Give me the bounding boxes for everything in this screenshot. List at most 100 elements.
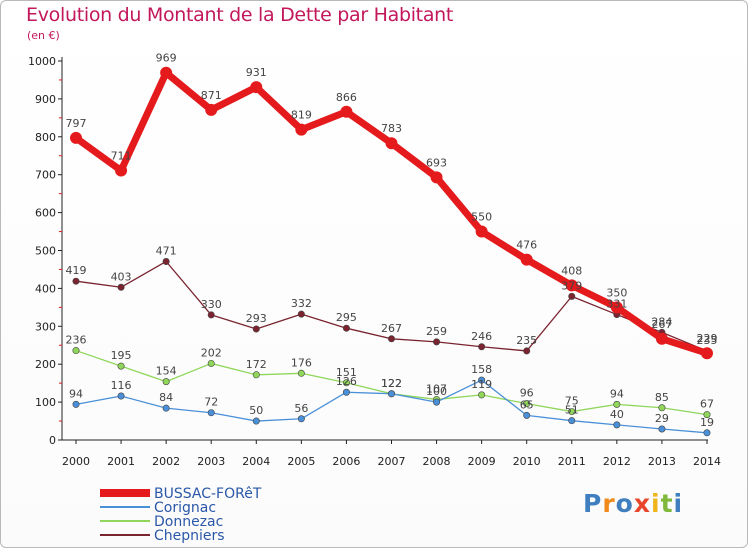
data-label: 94	[69, 387, 83, 400]
data-point	[565, 279, 578, 292]
data-label: 40	[610, 408, 624, 421]
data-label: 246	[471, 330, 492, 343]
data-label: 284	[651, 315, 672, 328]
data-label: 158	[471, 363, 492, 376]
data-point	[117, 283, 125, 291]
x-tick-label: 2012	[603, 455, 631, 468]
data-label: 332	[291, 297, 312, 310]
data-label: 151	[336, 366, 357, 379]
data-point	[70, 131, 82, 144]
data-point	[475, 225, 488, 238]
data-point	[703, 429, 711, 437]
logo-letter: x	[633, 489, 651, 518]
data-point	[700, 347, 713, 360]
data-label: 403	[111, 270, 132, 283]
data-point	[342, 388, 350, 396]
data-label: 476	[516, 239, 537, 252]
data-label: 67	[700, 398, 714, 411]
x-tick-label: 2001	[107, 455, 135, 468]
x-tick-label: 2013	[648, 455, 676, 468]
y-tick-label: 800	[35, 131, 56, 144]
data-point	[72, 347, 80, 355]
data-point	[613, 421, 621, 429]
data-label: 783	[381, 122, 402, 135]
data-point	[252, 325, 260, 333]
data-label: 267	[381, 322, 402, 335]
data-label: 267	[651, 318, 672, 331]
data-point	[162, 404, 170, 412]
x-tick-label: 2014	[693, 455, 721, 468]
data-label: 236	[66, 334, 87, 347]
data-point	[297, 415, 305, 423]
data-point	[207, 409, 215, 417]
y-tick-label: 100	[35, 396, 56, 409]
data-point	[658, 404, 666, 412]
data-label: 866	[336, 91, 357, 104]
data-point	[523, 347, 531, 355]
data-point	[523, 400, 531, 408]
data-label: 229	[696, 332, 717, 345]
data-label: 202	[201, 346, 222, 359]
data-label: 408	[561, 264, 582, 277]
data-point	[478, 376, 486, 384]
x-tick-label: 2002	[152, 455, 180, 468]
data-label: 51	[565, 404, 579, 417]
data-point	[568, 292, 576, 300]
data-point	[340, 105, 353, 118]
unit-label: (en €)	[27, 29, 60, 42]
y-tick-label: 700	[35, 169, 56, 182]
logo-letter: r	[602, 489, 616, 518]
data-label: 350	[606, 286, 627, 299]
data-label: 797	[66, 117, 87, 130]
data-point	[117, 392, 125, 400]
logo-letter: t	[660, 489, 674, 518]
data-point	[117, 362, 125, 370]
x-tick-label: 2000	[62, 455, 90, 468]
data-label: 711	[111, 150, 132, 163]
data-label: 65	[520, 398, 534, 411]
legend-label-1: Corignac	[154, 500, 216, 516]
data-label: 871	[201, 89, 222, 102]
data-point	[433, 398, 441, 406]
y-tick-label: 600	[35, 207, 56, 220]
data-point	[478, 343, 486, 351]
data-point	[703, 411, 711, 419]
data-point	[430, 171, 443, 184]
data-label: 550	[471, 211, 492, 224]
logo-letter: i	[673, 489, 684, 518]
data-point	[342, 324, 350, 332]
data-point	[568, 417, 576, 425]
y-tick-label: 1000	[28, 55, 56, 68]
y-tick-label: 900	[35, 93, 56, 106]
data-label: 330	[201, 298, 222, 311]
data-label: 259	[426, 325, 447, 338]
x-tick-label: 2006	[332, 455, 360, 468]
data-label: 100	[426, 385, 447, 398]
legend-label-2: Donnezac	[154, 514, 223, 530]
data-label: 293	[246, 312, 267, 325]
y-tick-label: 200	[35, 358, 56, 371]
data-point	[207, 311, 215, 319]
data-label: 693	[426, 156, 447, 169]
data-point	[297, 310, 305, 318]
data-point	[72, 400, 80, 408]
data-label: 819	[291, 109, 312, 122]
data-point	[295, 123, 308, 136]
data-point	[252, 371, 260, 379]
data-point	[205, 103, 218, 116]
chart-title: Evolution du Montant de la Dette par Hab…	[26, 4, 454, 26]
data-label: 471	[156, 244, 177, 257]
data-point	[207, 359, 215, 367]
legend-label-0: BUSSAC-FORêT	[154, 486, 262, 502]
data-point	[387, 390, 395, 398]
data-label: 75	[565, 395, 579, 408]
data-label: 56	[294, 402, 308, 415]
y-tick-label: 0	[49, 434, 56, 447]
y-tick-label: 300	[35, 320, 56, 333]
data-label: 235	[696, 334, 717, 347]
data-label: 931	[246, 66, 267, 79]
x-tick-label: 2010	[513, 455, 541, 468]
data-label: 85	[655, 391, 669, 404]
data-label: 50	[249, 404, 263, 417]
